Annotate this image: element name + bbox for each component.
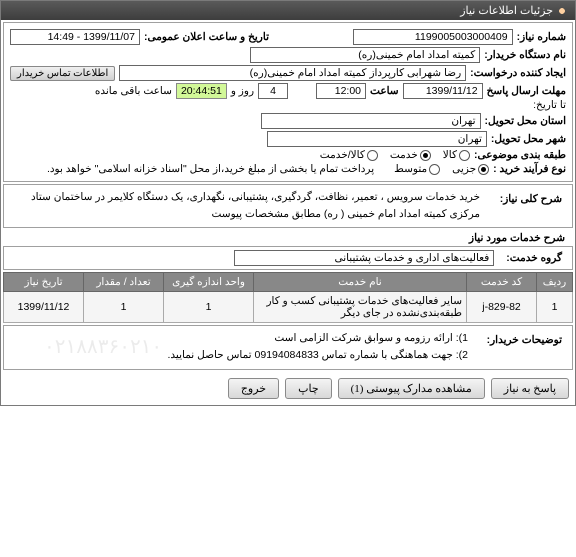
note-line-2: 2): جهت هماهنگی با شماره تماس 0919408483…	[167, 347, 468, 365]
deliver-prov-label: استان محل تحویل:	[485, 115, 566, 127]
buyer-notes-label: توضیحات خریدار:	[476, 330, 566, 366]
hour-label: ساعت	[370, 85, 399, 97]
print-button[interactable]: چاپ	[285, 378, 332, 399]
services-table: ردیف کد خدمت نام خدمت واحد اندازه گیری ت…	[3, 272, 573, 323]
deliver-prov-field: تهران	[261, 113, 481, 129]
window-frame: جزئیات اطلاعات نیاز شماره نیاز: 11990050…	[0, 0, 576, 406]
general-desc-box: شرح کلی نیاز: خرید خدمات سرویس ، تعمیر، …	[3, 184, 573, 228]
watermark: ۰۲۱۸۸۳۶۰۲۱۰	[44, 330, 162, 364]
cell-qty: 1	[84, 291, 164, 322]
deadline-date-field: 1399/11/12	[403, 83, 483, 99]
th-name: نام خدمت	[254, 272, 467, 291]
countdown-field: 20:44:51	[176, 83, 227, 99]
reply-button[interactable]: پاسخ به نیاز	[491, 378, 569, 399]
window-icon	[557, 6, 567, 16]
th-unit: واحد اندازه گیری	[164, 272, 254, 291]
need-no-label: شماره نیاز:	[517, 31, 566, 43]
deadline-label: مهلت ارسال پاسخ	[487, 85, 566, 97]
subject-cat-group: کالا خدمت کالا/خدمت	[320, 149, 470, 161]
deliver-city-label: شهر محل تحویل:	[491, 133, 566, 145]
announce-field: 1399/11/07 - 14:49	[10, 29, 140, 45]
buyer-notes-box: توضیحات خریدار: 1): ارائه رزومه و سوابق …	[3, 325, 573, 371]
cell-name: سایر فعالیت‌های خدمات پشتیبانی کسب و کار…	[254, 291, 467, 322]
deliver-city-field: تهران	[267, 131, 487, 147]
titlebar: جزئیات اطلاعات نیاز	[1, 1, 575, 20]
general-desc-text: خرید خدمات سرویس ، تعمیر، نظافت، گردگیری…	[10, 189, 480, 223]
service-group-field: فعالیت‌های اداری و خدمات پشتیبانی	[234, 250, 494, 266]
service-group-row: گروه خدمت: فعالیت‌های اداری و خدمات پشتی…	[3, 246, 573, 270]
announce-label: تاریخ و ساعت اعلان عمومی:	[144, 31, 269, 43]
radio-both[interactable]: کالا/خدمت	[320, 149, 378, 161]
th-code: کد خدمت	[467, 272, 537, 291]
table-row: 1 829-82-j سایر فعالیت‌های خدمات پشتیبان…	[4, 291, 573, 322]
remain-label: ساعت باقی مانده	[95, 85, 172, 97]
table-header-row: ردیف کد خدمت نام خدمت واحد اندازه گیری ت…	[4, 272, 573, 291]
note-line-1: 1): ارائه رزومه و سوابق شرکت الزامی است	[167, 330, 468, 348]
contact-buyer-button[interactable]: اطلاعات تماس خریدار	[10, 66, 115, 81]
buyer-org-label: نام دستگاه خریدار:	[484, 49, 566, 61]
attachments-button[interactable]: مشاهده مدارک پیوستی (1)	[338, 378, 485, 399]
cell-row: 1	[537, 291, 573, 322]
creator-field: رضا شهرابی کارپرداز کمیته امداد امام خمی…	[119, 65, 466, 81]
days-count-field: 4	[258, 83, 288, 99]
days-label: روز و	[231, 85, 254, 97]
window-title: جزئیات اطلاعات نیاز	[460, 4, 553, 17]
proc-note: پرداخت تمام یا بخشی از مبلغ خرید،از محل …	[47, 163, 374, 175]
service-group-label: گروه خدمت:	[502, 250, 566, 266]
need-no-field: 1199005003000409	[353, 29, 513, 45]
proc-type-label: نوع فرآیند خرید :	[493, 163, 566, 175]
th-qty: تعداد / مقدار	[84, 272, 164, 291]
buyer-notes-text: 1): ارائه رزومه و سوابق شرکت الزامی است …	[167, 330, 468, 366]
proc-type-group: جزیی متوسط	[394, 163, 489, 175]
deadline-hour-field: 12:00	[316, 83, 366, 99]
th-date: تاریخ نیاز	[4, 272, 84, 291]
th-row: ردیف	[537, 272, 573, 291]
button-bar: پاسخ به نیاز مشاهده مدارک پیوستی (1) چاپ…	[1, 372, 575, 405]
radio-goods[interactable]: کالا	[443, 149, 470, 161]
need-services-heading: شرح خدمات مورد نیاز	[1, 232, 569, 244]
radio-small[interactable]: جزیی	[452, 163, 489, 175]
cell-date: 1399/11/12	[4, 291, 84, 322]
until-label: تا تاریخ:	[533, 99, 566, 111]
cell-code: 829-82-j	[467, 291, 537, 322]
creator-label: ایجاد کننده درخواست:	[470, 67, 566, 79]
general-desc-label: شرح کلی نیاز:	[488, 189, 566, 223]
radio-medium[interactable]: متوسط	[394, 163, 440, 175]
buyer-org-field: کمیته امداد امام خمینی(ره)	[250, 47, 480, 63]
cell-unit: 1	[164, 291, 254, 322]
subject-cat-label: طبقه بندی موضوعی:	[474, 149, 566, 161]
form-area: شماره نیاز: 1199005003000409 تاریخ و ساع…	[3, 22, 573, 182]
exit-button[interactable]: خروج	[228, 378, 279, 399]
radio-service[interactable]: خدمت	[390, 149, 431, 161]
